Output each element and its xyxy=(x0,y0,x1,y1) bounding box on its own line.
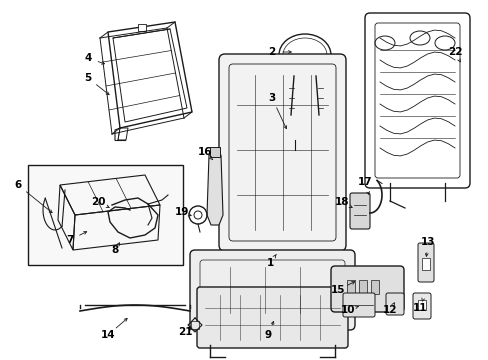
Text: 5: 5 xyxy=(84,73,91,83)
FancyBboxPatch shape xyxy=(412,293,430,319)
Text: 19: 19 xyxy=(174,207,189,217)
Bar xyxy=(358,280,366,294)
Text: 10: 10 xyxy=(340,305,354,315)
Text: 4: 4 xyxy=(84,53,92,63)
Text: 6: 6 xyxy=(14,180,21,190)
Bar xyxy=(370,280,378,294)
Bar xyxy=(209,147,220,157)
Text: 18: 18 xyxy=(334,197,348,207)
Text: 21: 21 xyxy=(177,327,192,337)
Text: 20: 20 xyxy=(91,197,105,207)
FancyBboxPatch shape xyxy=(349,193,369,229)
FancyBboxPatch shape xyxy=(364,13,469,188)
Text: 2: 2 xyxy=(268,47,275,57)
Bar xyxy=(421,258,429,270)
FancyBboxPatch shape xyxy=(197,287,347,348)
FancyBboxPatch shape xyxy=(219,54,346,251)
Text: 1: 1 xyxy=(266,258,273,268)
Bar xyxy=(138,24,146,31)
Text: 8: 8 xyxy=(111,245,119,255)
Text: 13: 13 xyxy=(420,237,434,247)
Polygon shape xyxy=(206,155,223,225)
Text: 11: 11 xyxy=(412,303,427,313)
Bar xyxy=(417,300,425,310)
FancyBboxPatch shape xyxy=(385,293,403,315)
Text: 17: 17 xyxy=(357,177,371,187)
Text: 15: 15 xyxy=(330,285,345,295)
FancyBboxPatch shape xyxy=(342,293,374,317)
Text: 22: 22 xyxy=(447,47,461,57)
Bar xyxy=(191,321,199,329)
FancyBboxPatch shape xyxy=(190,250,354,330)
FancyBboxPatch shape xyxy=(417,243,433,282)
Text: 14: 14 xyxy=(101,330,115,340)
FancyBboxPatch shape xyxy=(330,266,403,312)
Bar xyxy=(346,280,354,294)
Text: 16: 16 xyxy=(197,147,212,157)
Bar xyxy=(28,165,183,265)
Text: 7: 7 xyxy=(66,235,74,245)
Text: 12: 12 xyxy=(382,305,396,315)
Text: 3: 3 xyxy=(268,93,275,103)
Text: 9: 9 xyxy=(264,330,271,340)
